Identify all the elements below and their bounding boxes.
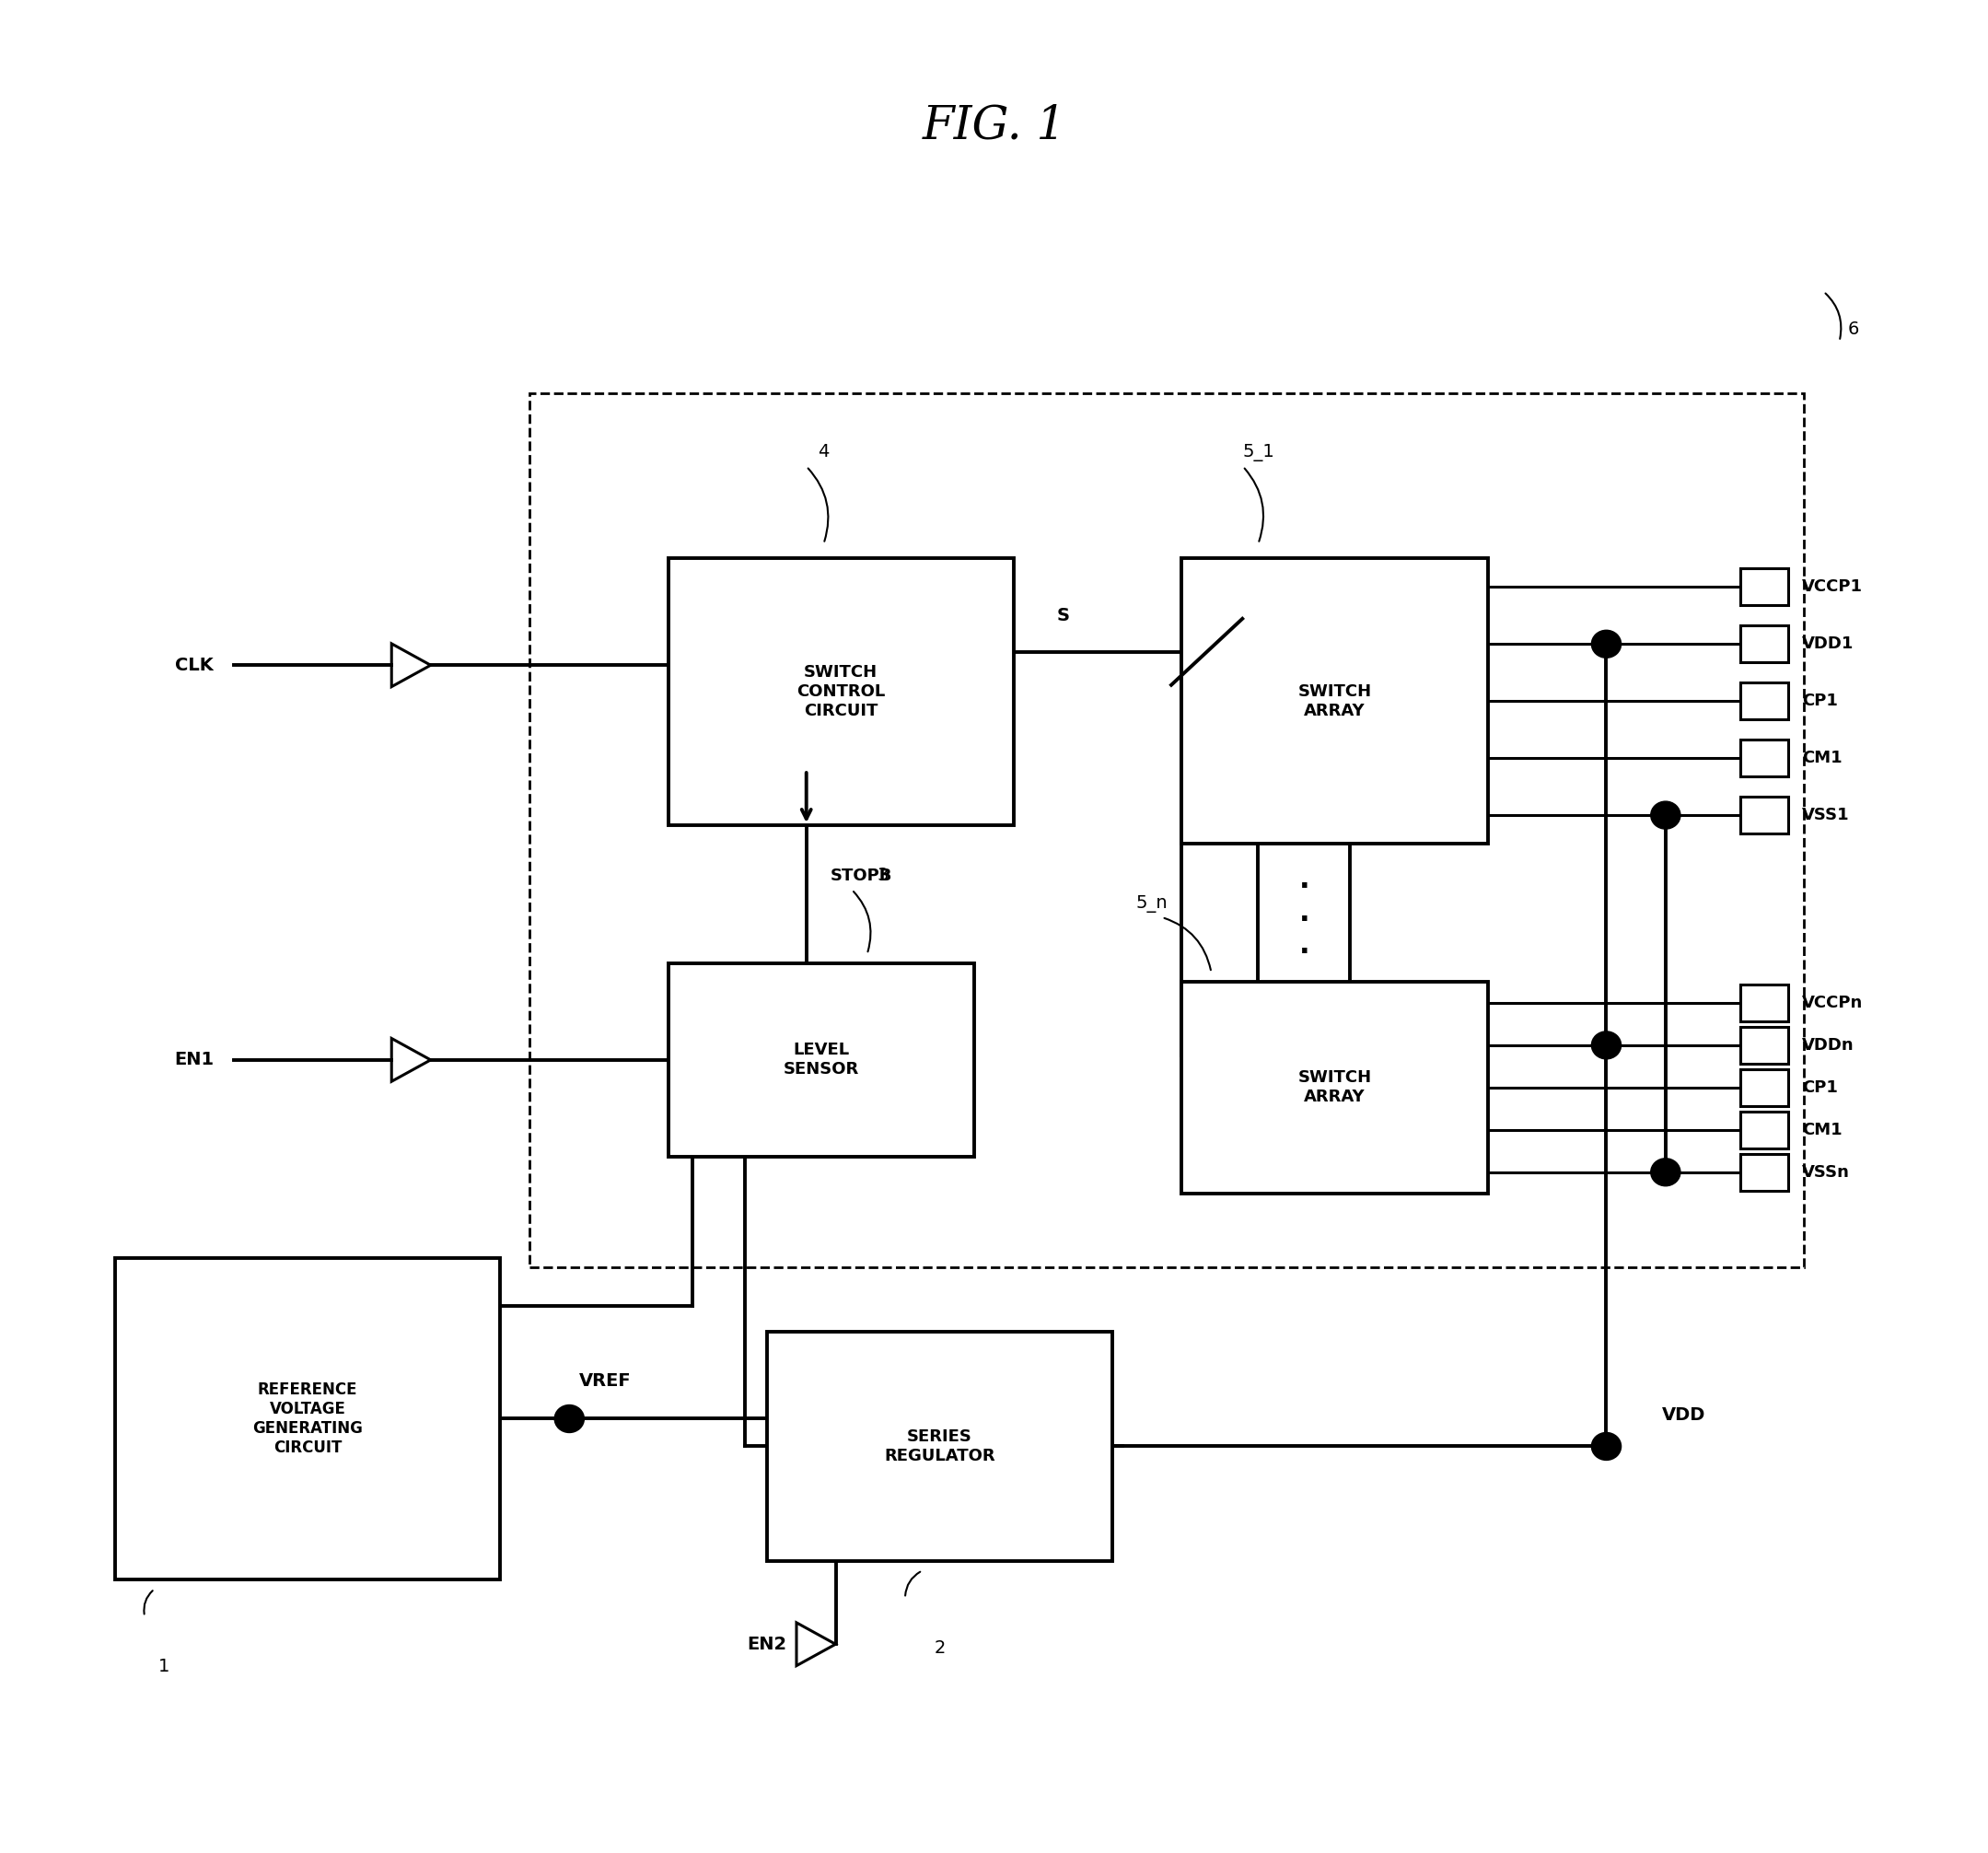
Circle shape xyxy=(1650,800,1680,828)
Bar xyxy=(1741,797,1787,834)
Text: CM1: CM1 xyxy=(1801,1121,1843,1138)
Text: 3: 3 xyxy=(877,867,889,884)
Text: 1: 1 xyxy=(159,1658,171,1675)
Bar xyxy=(1741,682,1787,719)
Text: VDDn: VDDn xyxy=(1801,1038,1855,1054)
Text: LEVEL
SENSOR: LEVEL SENSOR xyxy=(783,1041,859,1078)
Circle shape xyxy=(1650,1158,1680,1186)
Text: EN1: EN1 xyxy=(175,1051,215,1069)
Text: VSS1: VSS1 xyxy=(1801,806,1849,823)
Text: VCCPn: VCCPn xyxy=(1801,995,1863,1012)
Circle shape xyxy=(1592,1032,1620,1060)
Text: SWITCH
CONTROL
CIRCUIT: SWITCH CONTROL CIRCUIT xyxy=(797,665,885,719)
Circle shape xyxy=(555,1405,584,1432)
Circle shape xyxy=(1592,1432,1620,1460)
Bar xyxy=(1741,1027,1787,1064)
Bar xyxy=(668,558,1014,825)
Text: .: . xyxy=(1298,932,1310,960)
Bar xyxy=(1181,982,1487,1193)
Text: 5_1: 5_1 xyxy=(1242,445,1274,461)
Bar xyxy=(1741,739,1787,776)
Bar xyxy=(1741,626,1787,662)
Text: 6: 6 xyxy=(1847,321,1859,337)
Bar xyxy=(1181,558,1487,843)
Text: SERIES
REGULATOR: SERIES REGULATOR xyxy=(885,1429,996,1464)
Text: FIG. 1: FIG. 1 xyxy=(922,104,1066,148)
Text: SWITCH
ARRAY: SWITCH ARRAY xyxy=(1298,684,1372,719)
Bar xyxy=(115,1258,501,1581)
Bar xyxy=(1741,1154,1787,1191)
Text: .: . xyxy=(1298,899,1310,926)
Text: 4: 4 xyxy=(817,443,829,461)
Text: VDD: VDD xyxy=(1662,1406,1706,1425)
Text: STOPB: STOPB xyxy=(831,867,893,884)
Text: 5_n: 5_n xyxy=(1135,895,1169,914)
Text: VDD1: VDD1 xyxy=(1801,636,1853,652)
Text: REFERENCE
VOLTAGE
GENERATING
CIRCUIT: REFERENCE VOLTAGE GENERATING CIRCUIT xyxy=(252,1382,362,1456)
Text: CLK: CLK xyxy=(175,656,215,674)
Text: VCCP1: VCCP1 xyxy=(1801,578,1863,595)
Text: CP1: CP1 xyxy=(1801,693,1837,710)
Text: EN2: EN2 xyxy=(747,1636,787,1653)
Text: CM1: CM1 xyxy=(1801,750,1843,767)
Text: SWITCH
ARRAY: SWITCH ARRAY xyxy=(1298,1069,1372,1106)
Bar xyxy=(531,393,1803,1267)
Text: VSSn: VSSn xyxy=(1801,1164,1849,1180)
Bar xyxy=(1741,1069,1787,1106)
Text: S: S xyxy=(1058,606,1070,624)
Bar xyxy=(767,1330,1113,1562)
Bar xyxy=(1741,984,1787,1021)
Bar xyxy=(668,964,974,1156)
Bar xyxy=(1741,569,1787,606)
Bar xyxy=(1741,1112,1787,1149)
Text: VREF: VREF xyxy=(579,1371,632,1390)
Text: .: . xyxy=(1298,865,1310,893)
Circle shape xyxy=(1592,630,1620,658)
Text: 2: 2 xyxy=(934,1640,946,1657)
Text: CP1: CP1 xyxy=(1801,1078,1837,1095)
